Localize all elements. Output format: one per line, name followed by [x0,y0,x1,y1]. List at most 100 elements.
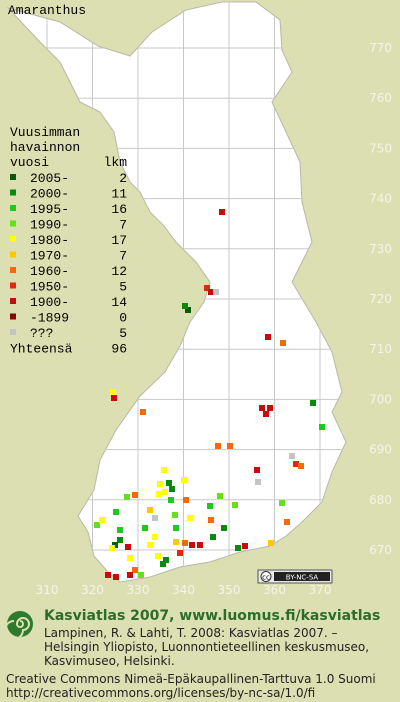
observation-square [227,443,233,449]
legend-label: 1980- [30,233,69,248]
legend-swatch [10,329,16,335]
observation-square [177,550,183,556]
observation-square [310,400,316,406]
observation-square [189,542,195,548]
observation-square [280,340,286,346]
legend-swatch [10,220,16,227]
legend-swatch [10,313,16,320]
legend-count: 2 [119,171,127,186]
y-grid-label: 670 [369,543,392,557]
observation-square [117,537,123,543]
observation-square [99,517,105,523]
observation-square [267,405,273,411]
observation-square [183,497,189,503]
legend-count: 5 [119,326,127,341]
y-grid-label: 750 [369,141,392,155]
observation-square [208,289,214,295]
observation-square [217,493,223,499]
observation-square [162,489,168,495]
legend-count: 14 [111,295,127,310]
observation-square [132,567,138,573]
observation-square [289,453,295,459]
observations [94,209,325,580]
observation-square [140,409,146,415]
observation-square [127,555,133,561]
observation-square [293,461,299,467]
legend-label: 1990- [30,218,69,233]
footer-line: Helsingin Yliopisto, Luonnontieteellinen… [44,640,369,654]
badge-text: BY-NC-SA [286,574,319,582]
legend-label: -1899 [30,311,69,326]
observation-square [185,307,191,313]
map-title: Amaranthus [8,3,86,18]
legend-count: 16 [111,202,127,217]
observation-square [138,572,144,578]
observation-square [219,209,225,215]
y-grid-label: 770 [369,41,392,55]
legend-count: 12 [111,264,127,279]
observation-square [113,574,119,580]
legend-heading: havainnon [10,140,80,155]
y-grid-label: 720 [369,292,392,306]
x-grid-label: 340 [172,583,195,597]
observation-square [152,534,158,540]
legend-swatch [10,174,16,180]
logo [4,611,33,640]
observation-square [163,557,169,563]
legend-swatch [10,298,16,304]
observation-square [152,515,158,521]
observation-square [172,512,178,518]
observation-square [235,545,241,551]
badge-cc: cc [262,574,270,582]
legend-swatch [10,282,16,289]
observation-square [213,289,219,295]
observation-square [182,303,188,309]
legend-label: 1900- [30,295,69,310]
x-grid-label: 350 [218,583,241,597]
observation-square [207,503,213,509]
observation-square [110,389,116,395]
observation-square [187,515,193,521]
observation-square [265,334,271,340]
observation-square [255,479,261,485]
legend-label: ??? [30,326,53,341]
observation-square [254,467,260,473]
observation-square [208,517,214,523]
legend-count: 17 [111,233,127,248]
observation-square [160,561,166,567]
legend-label: 2000- [30,187,69,202]
observation-square [125,544,131,550]
observation-square [263,411,269,417]
legend-swatch [10,205,16,211]
legend-count: 11 [111,187,127,202]
observation-square [319,424,325,430]
observation-square [147,507,153,513]
legend-label: 2005- [30,171,69,186]
legend-heading: Vuusimman [10,125,80,140]
license-line: Creative Commons Nimeä-Epäkaupallinen-Ta… [6,672,376,686]
observation-square [161,467,167,473]
license-line: http://creativecommons.org/licenses/by-n… [6,686,315,700]
legend-label: 1960- [30,264,69,279]
observation-square [166,480,172,486]
observation-square [132,492,138,498]
observation-square [298,463,304,469]
y-grid-label: 680 [369,493,392,507]
logo-circle [7,611,33,637]
legend-total-count: 96 [111,342,127,357]
observation-square [173,539,179,545]
observation-square [169,486,175,492]
legend-swatch [10,189,16,196]
legend-label: 1995- [30,202,69,217]
legend-swatch [10,251,16,258]
legend-count: 5 [119,280,127,295]
observation-square [268,540,274,546]
y-grid-label: 760 [369,91,392,105]
observation-square [124,494,130,500]
observation-square [94,522,100,528]
legend-heading: vuosi [10,155,49,170]
observation-square [127,572,133,578]
legend-count: 7 [119,249,127,264]
legend-total-label: Yhteensä [10,342,73,357]
